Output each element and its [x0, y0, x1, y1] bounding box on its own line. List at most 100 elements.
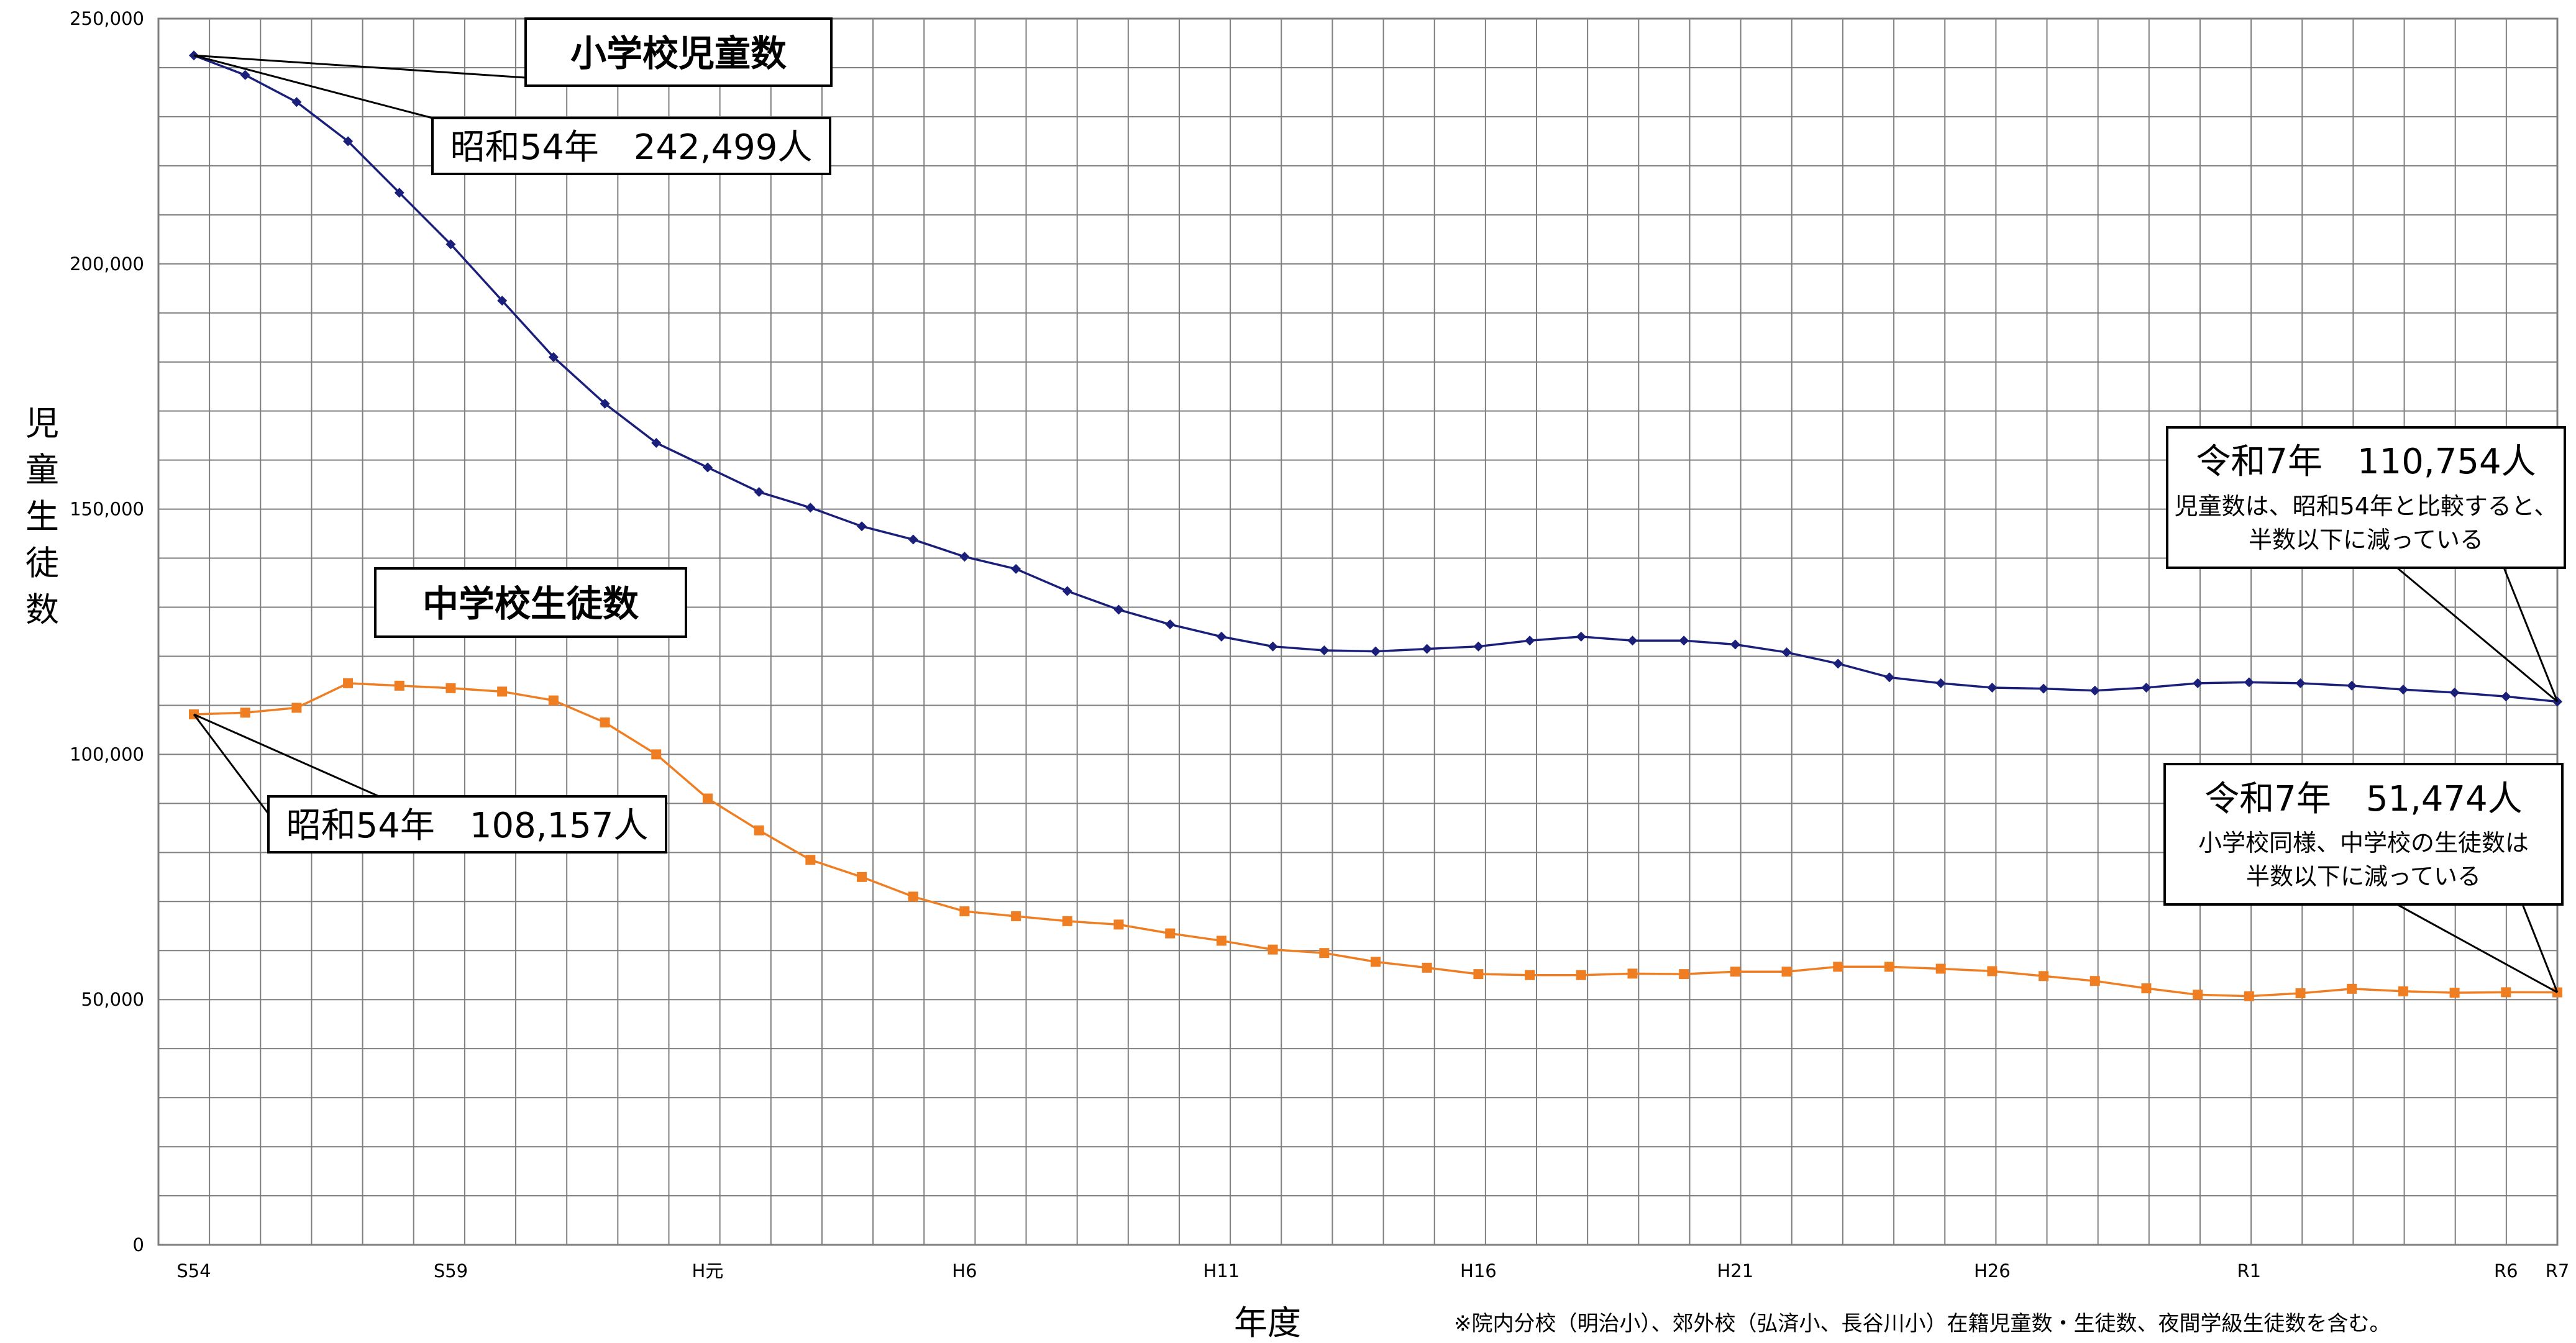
data-point: [1987, 683, 1998, 693]
y-axis-title: 児童生徒数: [25, 404, 59, 629]
data-point: [445, 683, 456, 693]
data-point: [1987, 966, 1998, 977]
data-point: [1781, 647, 1792, 658]
y-tick-label: 100,000: [70, 744, 144, 765]
data-point: [2039, 971, 2049, 981]
elem-end-big: 令和7年 110,754人: [2196, 442, 2536, 482]
data-point: [1833, 658, 1843, 669]
data-point: [2141, 683, 2152, 693]
data-point: [2449, 988, 2460, 998]
jh-start-callout: 昭和54年 108,157人: [267, 795, 667, 854]
data-point: [1679, 635, 1689, 646]
data-point: [1267, 641, 1278, 652]
data-point: [1062, 916, 1072, 926]
elem-end-line2: 半数以下に減っている: [2249, 526, 2483, 553]
data-point: [2398, 685, 2408, 695]
series-elementary: [189, 50, 2562, 707]
data-point: [2141, 983, 2152, 994]
data-point: [1935, 963, 1946, 974]
data-point: [908, 891, 918, 902]
leader-line: [193, 54, 526, 79]
x-tick-label: H21: [1717, 1260, 1754, 1282]
x-tick-label: H26: [1974, 1260, 2011, 1282]
data-point: [959, 906, 970, 917]
x-tick-label: S59: [434, 1260, 468, 1282]
x-tick-label: R7: [2546, 1260, 2570, 1282]
data-point: [445, 239, 456, 250]
data-point: [497, 296, 508, 306]
x-tick-label: H6: [952, 1260, 977, 1282]
data-point: [857, 872, 867, 882]
data-point: [2295, 988, 2306, 998]
data-point: [1422, 644, 1432, 654]
data-point: [1576, 970, 1586, 980]
y-tick-label: 250,000: [70, 8, 144, 29]
x-tick-label: H11: [1204, 1260, 1240, 1282]
x-tick-label: R6: [2494, 1260, 2518, 1282]
data-point: [1833, 962, 1843, 972]
data-point: [1165, 928, 1176, 939]
data-point: [1627, 968, 1638, 979]
jh-end-callout: 令和7年 51,474人 小学校同様、中学校の生徒数は 半数以下に減っている: [2163, 763, 2564, 906]
y-tick-label: 50,000: [81, 989, 144, 1010]
data-point: [2193, 990, 2203, 1000]
data-point: [1216, 631, 1226, 642]
data-point: [1627, 635, 1638, 646]
data-point: [2244, 677, 2254, 688]
y-tick-label: 200,000: [70, 253, 144, 275]
jh-end-line1: 小学校同様、中学校の生徒数は: [2198, 829, 2529, 857]
jh-end-big: 令和7年 51,474人: [2204, 779, 2523, 819]
x-tick-label: H16: [1460, 1260, 1497, 1282]
data-point: [805, 503, 816, 513]
data-point: [240, 708, 250, 718]
data-point: [2501, 987, 2511, 998]
data-point: [600, 398, 610, 409]
data-point: [1371, 646, 1381, 657]
data-point: [1576, 631, 1586, 642]
data-point: [1371, 957, 1381, 967]
data-point: [908, 534, 918, 545]
series-junior-high: [189, 678, 2562, 1001]
data-point: [548, 352, 559, 362]
y-axis-ticks: 0 50,000 100,000 150,000 200,000 250,000: [70, 8, 144, 1255]
data-point: [2039, 683, 2049, 694]
data-point: [651, 438, 662, 448]
svg-text:児童生徒数: 児童生徒数: [25, 404, 59, 629]
data-point: [651, 749, 662, 760]
series-layer: [189, 50, 2562, 1001]
data-point: [1781, 967, 1792, 977]
callout-leaders: [193, 54, 2559, 993]
data-point: [1525, 970, 1535, 980]
x-tick-label: H元: [692, 1260, 724, 1282]
data-point: [1884, 672, 1894, 683]
data-point: [1473, 969, 1484, 980]
data-point: [497, 686, 508, 697]
data-point: [2090, 685, 2100, 696]
data-point: [2244, 991, 2254, 1001]
data-point: [1113, 604, 1124, 615]
data-point: [2398, 986, 2408, 996]
data-point: [1473, 641, 1484, 652]
elem-title-box: 小学校児童数: [524, 17, 833, 87]
data-point: [1113, 919, 1124, 930]
data-point: [343, 136, 354, 147]
jh-end-line2: 半数以下に減っている: [2246, 863, 2481, 890]
footnote: ※院内分校（明治小）、郊外校（弘済小、長谷川小）在籍児童数・生徒数、夜間学級生徒…: [1454, 1311, 2391, 1336]
data-point: [1216, 936, 1226, 946]
data-point: [1011, 911, 1021, 921]
elem-start-callout: 昭和54年 242,499人: [431, 117, 831, 175]
data-point: [857, 521, 867, 532]
data-point: [1165, 619, 1176, 630]
y-tick-label: 150,000: [70, 499, 144, 520]
y-tick-label: 0: [133, 1234, 144, 1255]
data-point: [2193, 678, 2203, 688]
leader-line: [193, 713, 380, 798]
data-point: [1679, 969, 1689, 980]
data-point: [291, 97, 302, 107]
data-point: [1730, 639, 1740, 650]
leader-line: [193, 714, 270, 814]
data-point: [2090, 976, 2100, 986]
data-point: [959, 552, 970, 562]
elem-start-label: 昭和54年 242,499人: [450, 127, 813, 168]
